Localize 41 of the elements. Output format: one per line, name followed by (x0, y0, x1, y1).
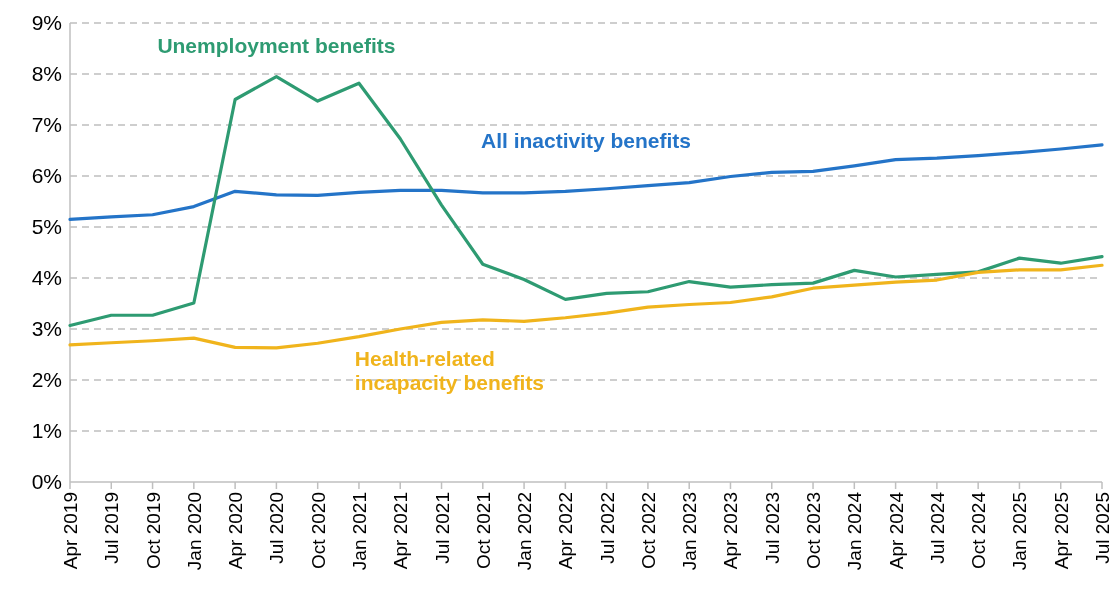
y-tick-label: 5% (31, 215, 62, 239)
y-tick-label: 0% (31, 470, 62, 494)
x-tick-label: Apr 2020 (225, 492, 247, 570)
x-tick-label: Oct 2023 (803, 492, 825, 570)
x-tick-label: Jul 2025 (1092, 492, 1113, 564)
y-tick-label: 6% (31, 164, 62, 188)
x-tick-label: Jul 2022 (596, 492, 618, 564)
x-tick-label: Jul 2020 (266, 492, 288, 564)
line-series (68, 74, 1104, 328)
x-tick-label: Apr 2023 (720, 492, 742, 570)
y-tick-label: 2% (31, 368, 62, 392)
x-tick-label: Apr 2024 (885, 491, 907, 570)
series-label: Health-related incapacity benefits (354, 346, 544, 394)
x-tick-label: Jul 2019 (101, 492, 123, 564)
y-tick-label: 9% (31, 11, 62, 35)
x-tick-label: Jan 2021 (348, 492, 370, 571)
line-series (68, 263, 1104, 350)
y-tick-label: 3% (31, 317, 62, 341)
y-tick-label: 8% (31, 62, 62, 86)
x-tick-label: Jan 2025 (1009, 492, 1031, 571)
x-tick-label: Apr 2025 (1050, 492, 1072, 570)
x-tick-label: Jan 2023 (679, 492, 701, 571)
x-tick-label: Jul 2021 (431, 492, 453, 564)
x-tick-label: Oct 2022 (637, 492, 659, 570)
x-tick-label: Oct 2020 (307, 492, 329, 570)
x-tick-label: Jan 2022 (514, 492, 536, 571)
x-tick-label: Oct 2021 (472, 492, 494, 570)
x-tick-label: Oct 2024 (968, 491, 990, 570)
y-tick-label: 7% (31, 113, 62, 137)
x-tick-label: Jul 2023 (761, 492, 783, 564)
x-tick-label: Jan 2020 (183, 492, 205, 571)
x-tick-label: Oct 2019 (142, 492, 164, 570)
y-tick-label: 1% (31, 419, 62, 443)
x-tick-label: Apr 2021 (390, 492, 412, 570)
series-label: All inactivity benefits (480, 128, 692, 152)
x-tick-label: Apr 2022 (555, 492, 577, 570)
series-label: Unemployment benefits (157, 33, 396, 57)
x-tick-label: Jul 2024 (926, 491, 948, 564)
x-tick-label: Apr 2019 (60, 492, 81, 570)
y-tick-label: 4% (31, 266, 62, 290)
x-tick-label: Jan 2024 (844, 491, 866, 571)
